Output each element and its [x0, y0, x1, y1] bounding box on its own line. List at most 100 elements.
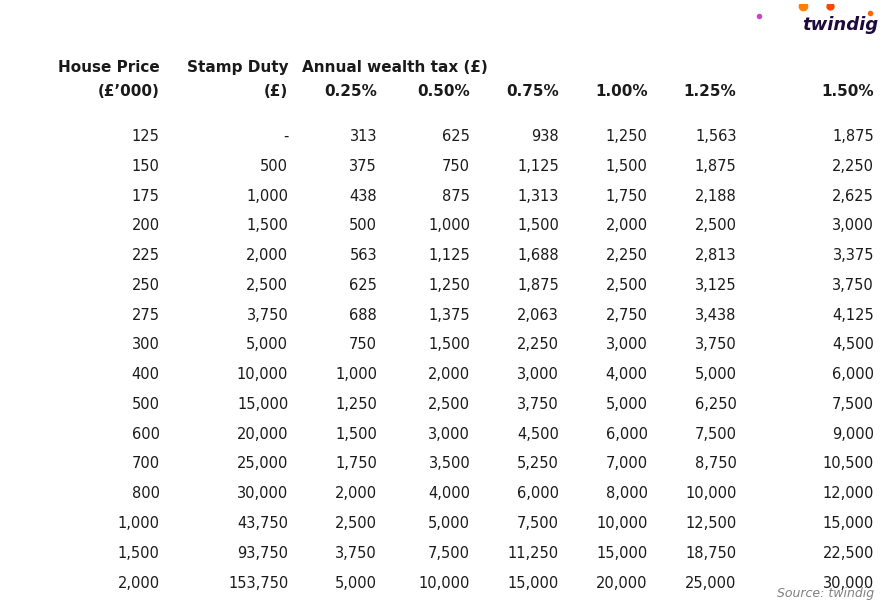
Text: 7,500: 7,500 [428, 546, 470, 561]
Text: 2,250: 2,250 [832, 159, 874, 174]
Text: 5,250: 5,250 [517, 456, 559, 471]
Text: 1,750: 1,750 [606, 188, 648, 203]
Text: 6,000: 6,000 [832, 367, 874, 382]
Text: 2,813: 2,813 [695, 248, 737, 263]
Text: 250: 250 [132, 278, 159, 293]
Text: 2,750: 2,750 [606, 307, 648, 323]
Text: 30,000: 30,000 [237, 486, 289, 501]
Text: 5,000: 5,000 [246, 338, 289, 352]
Text: 438: 438 [349, 188, 377, 203]
Text: 6,250: 6,250 [694, 397, 737, 412]
Text: 3,750: 3,750 [517, 397, 559, 412]
Text: 500: 500 [349, 218, 377, 233]
Text: 18,750: 18,750 [685, 546, 737, 561]
Text: 1,250: 1,250 [606, 129, 648, 144]
Text: 9,000: 9,000 [832, 427, 874, 442]
Text: 3,750: 3,750 [246, 307, 289, 323]
Text: 5,000: 5,000 [335, 575, 377, 591]
Text: 43,750: 43,750 [237, 516, 289, 531]
Text: 175: 175 [132, 188, 159, 203]
Text: 600: 600 [132, 427, 159, 442]
Text: 0.25%: 0.25% [324, 84, 377, 99]
Text: 3,125: 3,125 [695, 278, 737, 293]
Text: 2,000: 2,000 [428, 367, 470, 382]
Text: 1,500: 1,500 [428, 338, 470, 352]
Text: 2,063: 2,063 [517, 307, 559, 323]
Text: 1,875: 1,875 [694, 159, 737, 174]
Text: 1,500: 1,500 [246, 218, 289, 233]
Text: 4,000: 4,000 [606, 367, 648, 382]
Text: 938: 938 [531, 129, 559, 144]
Text: 10,000: 10,000 [418, 575, 470, 591]
Text: 400: 400 [132, 367, 159, 382]
Text: 2,188: 2,188 [694, 188, 737, 203]
Text: 700: 700 [132, 456, 159, 471]
Text: 3,500: 3,500 [428, 456, 470, 471]
Text: 750: 750 [349, 338, 377, 352]
Text: 2,625: 2,625 [832, 188, 874, 203]
Text: 2,500: 2,500 [246, 278, 289, 293]
Text: 15,000: 15,000 [508, 575, 559, 591]
Text: 2,500: 2,500 [606, 278, 648, 293]
Text: 313: 313 [349, 129, 377, 144]
Text: 6,000: 6,000 [606, 427, 648, 442]
Text: 25,000: 25,000 [237, 456, 289, 471]
Text: 750: 750 [443, 159, 470, 174]
Text: 1,125: 1,125 [428, 248, 470, 263]
Text: 1,500: 1,500 [606, 159, 648, 174]
Text: 1,875: 1,875 [832, 129, 874, 144]
Text: 3,000: 3,000 [606, 338, 648, 352]
Text: 8,750: 8,750 [694, 456, 737, 471]
Text: 2,500: 2,500 [428, 397, 470, 412]
Text: 1,688: 1,688 [517, 248, 559, 263]
Text: 5,000: 5,000 [694, 367, 737, 382]
Text: 0.75%: 0.75% [506, 84, 559, 99]
Text: 875: 875 [443, 188, 470, 203]
Text: 1,000: 1,000 [428, 218, 470, 233]
Text: 11,250: 11,250 [508, 546, 559, 561]
Text: 500: 500 [260, 159, 289, 174]
Text: 1,563: 1,563 [695, 129, 737, 144]
Text: Source: twindig: Source: twindig [777, 586, 874, 600]
Text: 2,500: 2,500 [694, 218, 737, 233]
Text: 1.00%: 1.00% [595, 84, 648, 99]
Text: 688: 688 [349, 307, 377, 323]
Text: 1,313: 1,313 [518, 188, 559, 203]
Text: 3,438: 3,438 [695, 307, 737, 323]
Text: House Price: House Price [57, 60, 159, 76]
Text: 7,500: 7,500 [832, 397, 874, 412]
Text: 375: 375 [349, 159, 377, 174]
Text: 1,000: 1,000 [335, 367, 377, 382]
Text: 4,500: 4,500 [517, 427, 559, 442]
Text: 3,750: 3,750 [832, 278, 874, 293]
Text: 3,000: 3,000 [428, 427, 470, 442]
Text: 500: 500 [132, 397, 159, 412]
Text: 2,000: 2,000 [606, 218, 648, 233]
Text: 10,000: 10,000 [685, 486, 737, 501]
Text: 800: 800 [132, 486, 159, 501]
Text: (£’000): (£’000) [98, 84, 159, 99]
Text: 625: 625 [443, 129, 470, 144]
Text: 1,375: 1,375 [428, 307, 470, 323]
Text: 4,000: 4,000 [428, 486, 470, 501]
Text: Annual wealth tax (£): Annual wealth tax (£) [302, 60, 487, 76]
Text: 1,500: 1,500 [517, 218, 559, 233]
Text: 1,500: 1,500 [335, 427, 377, 442]
Text: 12,000: 12,000 [823, 486, 874, 501]
Text: 3,000: 3,000 [517, 367, 559, 382]
Text: 12,500: 12,500 [685, 516, 737, 531]
Text: 15,000: 15,000 [237, 397, 289, 412]
Text: 1,750: 1,750 [335, 456, 377, 471]
Text: 153,750: 153,750 [228, 575, 289, 591]
Text: 25,000: 25,000 [685, 575, 737, 591]
Text: 1,500: 1,500 [117, 546, 159, 561]
Text: 5,000: 5,000 [606, 397, 648, 412]
Text: 1.25%: 1.25% [684, 84, 737, 99]
Text: 300: 300 [132, 338, 159, 352]
Text: 20,000: 20,000 [237, 427, 289, 442]
Text: 20,000: 20,000 [596, 575, 648, 591]
Text: 200: 200 [132, 218, 159, 233]
Text: 8,000: 8,000 [606, 486, 648, 501]
Text: 7,500: 7,500 [694, 427, 737, 442]
Text: 3,375: 3,375 [832, 248, 874, 263]
